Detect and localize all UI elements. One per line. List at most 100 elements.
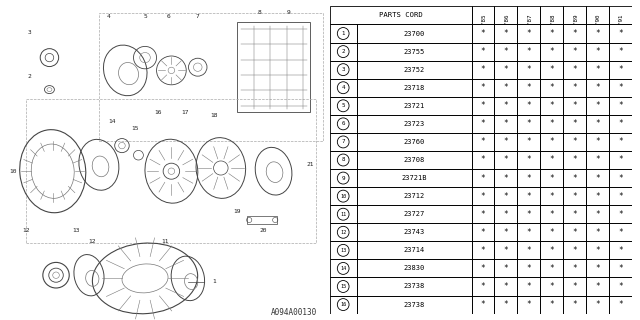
Text: *: * [572, 101, 577, 110]
Text: *: * [618, 246, 623, 255]
Text: 23712: 23712 [404, 193, 425, 199]
Bar [356, 296, 472, 314]
Text: *: * [618, 137, 623, 147]
Text: *: * [504, 228, 508, 237]
Text: '86: '86 [504, 12, 508, 23]
Text: *: * [572, 264, 577, 273]
Bar [356, 241, 472, 260]
Text: 3: 3 [28, 29, 31, 35]
Bar [99, 13, 323, 141]
Bar [472, 133, 495, 151]
Text: *: * [549, 156, 554, 164]
Text: *: * [481, 137, 485, 147]
Bar [563, 133, 586, 151]
Text: 10: 10 [340, 194, 346, 199]
Bar [540, 133, 563, 151]
Text: *: * [504, 282, 508, 291]
Text: *: * [549, 246, 554, 255]
Text: 23714: 23714 [404, 247, 425, 253]
Bar [586, 223, 609, 241]
Bar [517, 60, 540, 79]
Bar [495, 169, 517, 187]
Bar [586, 260, 609, 277]
Text: *: * [527, 83, 531, 92]
Bar [563, 169, 586, 187]
Bar [609, 133, 632, 151]
Text: *: * [595, 264, 600, 273]
Bar [563, 79, 586, 97]
Bar [517, 241, 540, 260]
Bar [356, 187, 472, 205]
Text: 23830: 23830 [404, 265, 425, 271]
Bar [356, 24, 472, 43]
Text: *: * [618, 192, 623, 201]
Bar [472, 43, 495, 60]
Bar [356, 151, 472, 169]
Text: *: * [504, 47, 508, 56]
Bar [609, 187, 632, 205]
Text: 19: 19 [234, 209, 241, 214]
Text: *: * [504, 156, 508, 164]
Text: 6: 6 [166, 13, 170, 19]
Bar [495, 241, 517, 260]
Bar [472, 169, 495, 187]
Text: *: * [618, 264, 623, 273]
Bar [609, 43, 632, 60]
Text: *: * [481, 192, 485, 201]
Bar [495, 97, 517, 115]
Bar [540, 277, 563, 296]
Text: *: * [618, 119, 623, 128]
Bar [330, 60, 356, 79]
Text: *: * [504, 300, 508, 309]
Bar [495, 296, 517, 314]
Bar [356, 97, 472, 115]
Text: *: * [481, 228, 485, 237]
Text: *: * [549, 119, 554, 128]
Bar [495, 187, 517, 205]
Text: '89: '89 [572, 12, 577, 23]
Bar [517, 24, 540, 43]
Bar [26, 99, 316, 243]
Text: 14: 14 [108, 119, 116, 124]
Text: 23743: 23743 [404, 229, 425, 235]
Bar [495, 223, 517, 241]
Text: *: * [618, 210, 623, 219]
Bar [586, 6, 609, 24]
Bar [540, 169, 563, 187]
Text: *: * [481, 246, 485, 255]
Text: *: * [481, 264, 485, 273]
Bar [517, 43, 540, 60]
Text: 7: 7 [196, 13, 200, 19]
Bar [609, 6, 632, 24]
Bar [540, 6, 563, 24]
Bar [472, 187, 495, 205]
Bar [563, 187, 586, 205]
Text: *: * [527, 137, 531, 147]
Text: 6: 6 [342, 121, 345, 126]
Text: *: * [595, 192, 600, 201]
Text: '91: '91 [618, 12, 623, 23]
Text: 4: 4 [107, 13, 111, 19]
Text: *: * [595, 282, 600, 291]
Text: *: * [618, 300, 623, 309]
Text: 23738: 23738 [404, 284, 425, 290]
Text: *: * [504, 83, 508, 92]
Bar [563, 151, 586, 169]
Text: *: * [595, 101, 600, 110]
Text: *: * [527, 101, 531, 110]
Text: *: * [595, 228, 600, 237]
Text: *: * [549, 47, 554, 56]
Text: *: * [595, 65, 600, 74]
Bar [517, 223, 540, 241]
Text: 2: 2 [28, 74, 31, 79]
Bar [495, 43, 517, 60]
Text: 2: 2 [342, 49, 345, 54]
Text: *: * [504, 137, 508, 147]
Bar [517, 133, 540, 151]
Text: *: * [481, 47, 485, 56]
Text: *: * [549, 192, 554, 201]
Bar [356, 43, 472, 60]
Text: *: * [481, 119, 485, 128]
Bar [540, 60, 563, 79]
Text: 12: 12 [340, 230, 346, 235]
